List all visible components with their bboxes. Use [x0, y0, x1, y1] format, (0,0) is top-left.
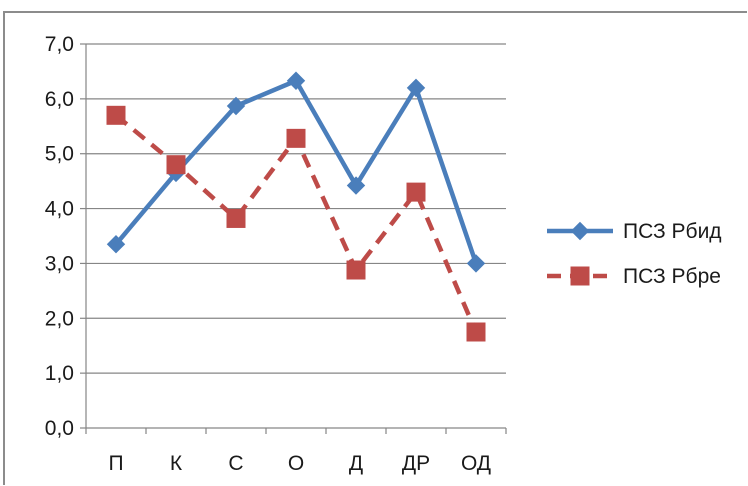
- data-point: [106, 235, 126, 254]
- data-point: [226, 96, 246, 116]
- y-tick-label: 4,0: [45, 198, 74, 221]
- y-tick-label: 5,0: [45, 143, 74, 166]
- series-1: [106, 71, 486, 273]
- x-tick-label: С: [228, 452, 243, 475]
- data-point: [346, 260, 366, 280]
- y-tick-label: 1,0: [45, 362, 74, 385]
- chart-frame: [3, 11, 747, 485]
- axes: [85, 44, 507, 434]
- x-tick-label: ОД: [461, 452, 491, 475]
- data-point: [286, 128, 306, 148]
- tick-labels: 0,01,02,03,04,05,06,07,0П К С О Д ДР ОД: [45, 33, 491, 475]
- data-point: [286, 71, 306, 90]
- data-point: [406, 182, 426, 202]
- legend-entry: ПСЗ Рбре: [547, 265, 721, 288]
- legend-label: ПСЗ Рбид: [623, 220, 722, 243]
- data-point: [466, 254, 486, 273]
- y-tick-label: 7,0: [45, 33, 74, 56]
- data-point: [226, 208, 246, 228]
- legend-marker: [570, 221, 590, 241]
- data-point: [346, 176, 366, 195]
- y-tick-label: 3,0: [45, 252, 74, 275]
- series-group: [106, 71, 486, 342]
- x-tick-label: П: [108, 452, 123, 475]
- data-point: [166, 155, 186, 175]
- legend: ПСЗ Рбид ПСЗ Рбре: [547, 220, 722, 288]
- y-tick-label: 6,0: [45, 88, 74, 111]
- legend-label: ПСЗ Рбре: [623, 265, 721, 288]
- y-tick-label: 0,0: [45, 417, 74, 440]
- y-tick-label: 2,0: [45, 307, 74, 330]
- data-point: [466, 322, 486, 342]
- x-tick-label: Д: [349, 452, 363, 475]
- data-point: [406, 78, 426, 98]
- gridlines: [80, 43, 506, 429]
- legend-marker: [570, 266, 590, 286]
- x-tick-label: О: [288, 452, 304, 475]
- x-tick-label: К: [170, 452, 183, 475]
- legend-entry: ПСЗ Рбид: [547, 220, 722, 243]
- data-point: [106, 105, 126, 125]
- x-tick-label: ДР: [402, 452, 430, 475]
- series-2: [106, 105, 486, 342]
